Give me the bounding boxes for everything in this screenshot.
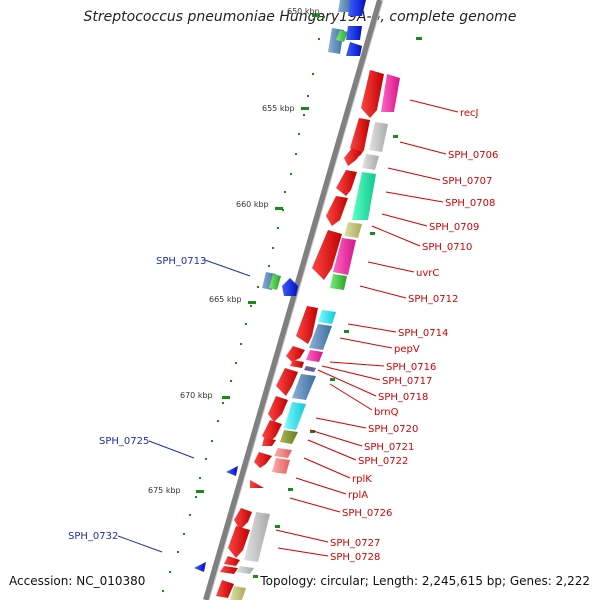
gene-SPH_0717 [290,360,304,368]
gene-SPH_0718 [276,368,298,396]
gene-label[interactable]: SPH_0707 [442,176,492,187]
right-label-leaders [275,99,459,557]
gc-content-track [162,16,325,592]
gene-SPH_0708 [336,170,357,196]
gene-SPH_0728 [244,512,270,562]
gene-label[interactable]: recJ [460,108,479,119]
gene-SPH_0709 [326,196,348,226]
gene-label[interactable]: SPH_0727 [330,538,380,549]
gene-label[interactable]: SPH_0717 [382,376,432,387]
gene-label[interactable]: uvrC [416,268,439,279]
tick-label-665: 665 kbp [209,295,242,304]
gene-label[interactable]: rplK [352,474,372,485]
tick-label-650: 650 kbp [287,7,320,16]
gene-label[interactable]: SPH_0716 [386,362,436,373]
gene-SPH_0710 [312,230,342,280]
gene-label[interactable]: SPH_0714 [398,328,448,339]
map-title: Streptococcus pneumoniae Hungary19A-6, c… [83,9,517,25]
gene-recJ [361,70,384,118]
gene-SPH_0716 [286,346,305,362]
gene-label[interactable]: SPH_0732 [68,531,118,542]
gene-pepV [309,324,332,350]
gene-label[interactable]: SPH_0721 [364,442,414,453]
gene-label[interactable]: SPH_0726 [342,508,392,519]
gene-label[interactable]: SPH_0706 [448,150,498,161]
left-label-leaders [117,259,251,553]
kbp-ticks: 650 kbp 655 kbp 660 kbp 665 kbp 670 kbp … [148,7,320,495]
gene-SPH_0714 [296,306,318,344]
tick-label-655: 655 kbp [262,104,295,113]
gene-SPH_0721 [262,420,282,442]
gene-SPH_0707 [344,148,362,166]
genome-backbone [203,0,383,600]
gene-SPH_0722 [280,430,298,444]
gene-label[interactable]: SPH_0722 [358,456,408,467]
gene-brnQ [292,374,316,400]
gene-label[interactable]: SPH_0718 [378,392,428,403]
gene-label[interactable]: SPH_0713 [156,256,206,267]
tick-label-670: 670 kbp [180,391,213,400]
gene-label[interactable]: SPH_0708 [445,198,495,209]
tick-label-675: 675 kbp [148,486,181,495]
gene-rplA [272,458,290,474]
gene-SPH_0712 [330,274,347,290]
gene-label[interactable]: SPH_0712 [408,294,458,305]
gene-label[interactable]: pepV [394,344,420,355]
right-gene-labels: recJ SPH_0706 SPH_0707 SPH_0708 SPH_0709… [330,108,498,563]
gene-SPH_0706 [350,118,370,156]
topology-text: Topology: circular; Length: 2,245,615 bp… [260,574,590,588]
gene-label[interactable]: SPH_0710 [422,242,472,253]
gene-SPH_0725 [226,466,238,476]
gene-uvrC [333,238,356,275]
gene-SPH_0732 [194,562,206,572]
left-gene-labels: SPH_0713 SPH_0725 SPH_0732 [68,256,206,542]
gc-skew-track [253,37,422,578]
gene-label[interactable]: brnQ [374,407,399,418]
tick-label-660: 660 kbp [236,200,269,209]
gene-SPH_0720 [268,396,288,422]
forward-genes [216,70,400,600]
gene-label[interactable]: SPH_0720 [368,424,418,435]
accession-text: Accession: NC_010380 [9,574,146,588]
gene-rplK [254,452,272,468]
gene-label[interactable]: SPH_0725 [99,436,149,447]
gene-label[interactable]: SPH_0728 [330,552,380,563]
reverse-genes [194,0,366,572]
gene-SPH_0727 [228,526,250,558]
gene-label[interactable]: rplA [348,490,368,501]
gene-label[interactable]: SPH_0709 [429,222,479,233]
gene-SPH_0726 [234,508,252,530]
